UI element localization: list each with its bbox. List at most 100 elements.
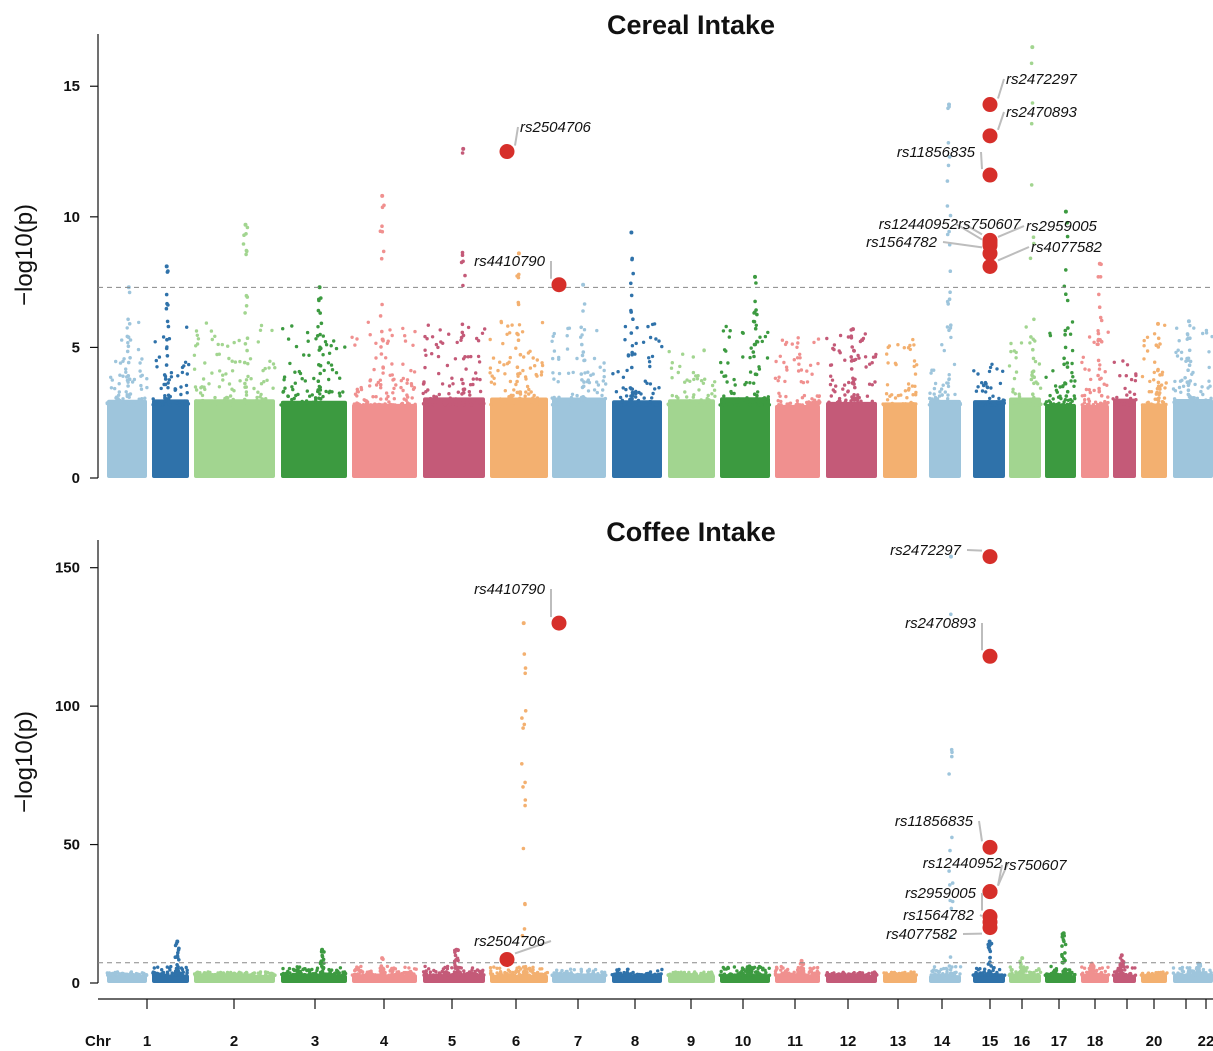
snp-point (619, 403, 623, 407)
snp-point (177, 403, 182, 407)
snp-point (303, 973, 307, 977)
snp-point (630, 352, 634, 357)
snp-point (498, 397, 502, 401)
snp-point (851, 376, 855, 381)
snp-point (851, 379, 856, 384)
snp-point (451, 402, 455, 406)
snp-point (297, 965, 302, 969)
snp-point (166, 269, 170, 273)
x-axis-title: Chr (85, 1033, 111, 1050)
snp-point (986, 942, 990, 947)
snp-point (113, 971, 118, 976)
snp-point (321, 394, 325, 399)
snp-point (843, 358, 847, 362)
snp-point (478, 377, 482, 382)
snp-point (334, 371, 339, 375)
chromosome-3-points (192, 970, 277, 983)
snp-point (828, 973, 833, 977)
snp-annotation-label: rs2959005 (905, 885, 977, 902)
snp-point (654, 403, 659, 407)
snp-point (436, 345, 440, 350)
snp-point (778, 973, 783, 977)
snp-point (741, 973, 745, 977)
snp-point (586, 370, 590, 374)
snp-point (201, 377, 206, 381)
snp-point (1133, 973, 1138, 977)
snp-point (990, 362, 994, 366)
snp-point (540, 320, 545, 325)
snp-point (754, 323, 758, 327)
base-point-band (107, 399, 147, 478)
snp-point (1087, 335, 1092, 339)
snp-point (324, 343, 329, 347)
snp-point (1123, 386, 1127, 391)
snp-point (654, 337, 658, 341)
snp-point (270, 328, 274, 333)
snp-point (958, 972, 962, 976)
snp-point (364, 402, 369, 406)
snp-point (722, 403, 726, 407)
snp-point (507, 360, 511, 364)
snp-point (670, 376, 674, 380)
snp-point (713, 380, 717, 384)
snp-point (328, 402, 333, 406)
snp-point (334, 346, 339, 351)
snp-point (238, 359, 242, 364)
snp-point (899, 403, 903, 407)
snp-point (582, 358, 587, 363)
snp-point (710, 392, 714, 396)
peak-snp-point (1119, 953, 1124, 958)
snp-point (579, 967, 583, 972)
snp-point (329, 363, 334, 367)
snp-point (380, 329, 384, 334)
snp-point (300, 377, 304, 381)
snp-point (550, 403, 555, 407)
snp-point (303, 967, 307, 971)
snp-point (777, 375, 781, 379)
snp-point (291, 387, 295, 392)
snp-point (303, 379, 307, 383)
snp-point (501, 341, 505, 346)
snp-point (161, 973, 166, 977)
snp-point (391, 391, 395, 395)
snp-point (203, 400, 207, 404)
snp-point (759, 403, 764, 407)
snp-point (974, 389, 979, 393)
snp-point (480, 973, 485, 977)
snp-point (1101, 402, 1105, 406)
snp-point (335, 968, 339, 972)
snp-point (136, 347, 141, 352)
snp-point (1119, 972, 1123, 977)
snp-point (343, 345, 347, 349)
snp-annotation-label: rs750607 (1004, 857, 1067, 874)
snp-point (1188, 397, 1193, 402)
base-point-band (281, 974, 347, 983)
snp-point (853, 385, 857, 390)
snp-point (729, 403, 734, 407)
snp-point (510, 401, 515, 406)
chromosome-1-points (105, 285, 149, 478)
snp-point (863, 332, 867, 336)
snp-point (457, 965, 462, 970)
snp-point (1048, 393, 1052, 398)
snp-point (995, 367, 999, 371)
snp-point (327, 377, 331, 382)
snp-point (232, 340, 236, 345)
snp-point (371, 403, 376, 407)
snp-point (286, 337, 291, 341)
snp-point (1066, 968, 1071, 972)
snp-point (466, 355, 470, 359)
peak-snp-point (1089, 961, 1094, 966)
snp-point (338, 394, 342, 398)
x-tick-label: 20 (1146, 1033, 1163, 1050)
snp-point (380, 205, 385, 210)
snp-point (1071, 375, 1075, 379)
peak-snp-point (851, 327, 855, 332)
snp-point (316, 325, 320, 329)
snp-point (285, 973, 289, 977)
snp-point (105, 401, 109, 406)
snp-point (318, 371, 323, 376)
snp-point (595, 380, 599, 384)
snp-point (995, 970, 999, 975)
